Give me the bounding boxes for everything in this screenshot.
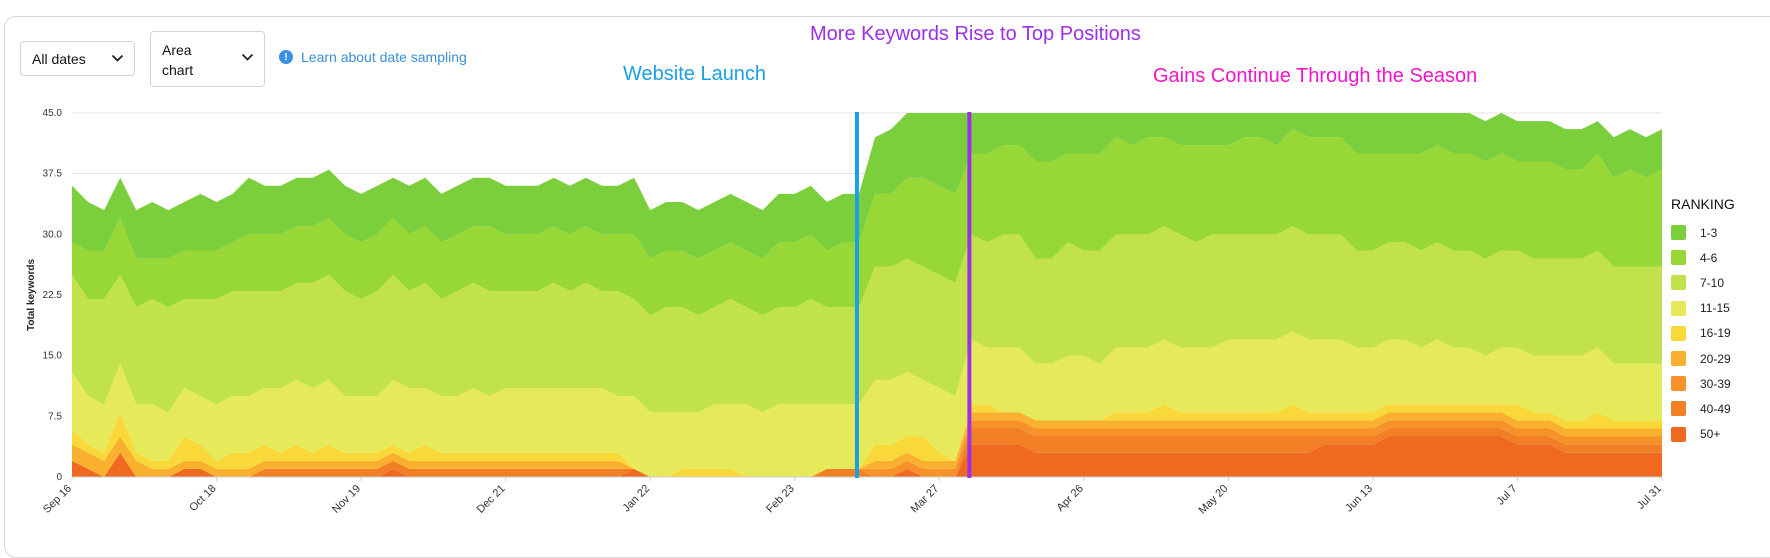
area-series-4-6 [72, 129, 1662, 316]
area-series-16-19 [72, 404, 1662, 477]
legend-title: RANKING [1671, 196, 1735, 212]
legend-label: 7-10 [1700, 275, 1725, 290]
date-range-dropdown[interactable]: All dates [20, 41, 135, 76]
x-tick-label: Nov 19 [330, 483, 363, 516]
x-tick-label: May 20 [1196, 483, 1230, 517]
x-tick-label: Dec 21 [475, 483, 508, 516]
legend-item[interactable]: 50+ [1671, 422, 1735, 447]
ranking-legend: RANKING 1-3 4-6 7-10 11-15 16-19 20-29 30-39 40… [1671, 196, 1735, 447]
chevron-down-icon [241, 53, 254, 61]
date-sampling-link[interactable]: ! Learn about date sampling [279, 49, 467, 65]
y-tick-label: 22.5 [43, 290, 63, 301]
x-tick-label: Feb 23 [764, 483, 797, 516]
legend-swatch [1671, 300, 1686, 316]
x-tick-label: Oct 18 [187, 483, 218, 514]
legend-label: 1-3 [1700, 225, 1718, 240]
legend-item[interactable]: 20-29 [1671, 346, 1735, 371]
legend-item[interactable]: 16-19 [1671, 321, 1735, 346]
legend-swatch [1671, 401, 1686, 417]
x-tick-label: Jun 13 [1343, 483, 1375, 515]
area-series-40-49 [72, 428, 1662, 477]
area-series-20-29 [72, 412, 1662, 477]
legend-item[interactable]: 7-10 [1671, 270, 1735, 295]
legend-item[interactable]: 40-49 [1671, 396, 1735, 421]
area-series-7-10 [72, 226, 1662, 413]
x-tick-label: Jul 7 [1495, 483, 1520, 508]
legend-swatch [1671, 325, 1686, 341]
legend-label: 4-6 [1700, 250, 1718, 265]
x-tick-label: Jul 31 [1635, 483, 1664, 512]
annotation-gains: Gains Continue Through the Season [1153, 65, 1478, 87]
chart-type-label: Area chart [162, 42, 194, 78]
y-axis-label: Total keywords [26, 259, 37, 331]
area-series-1-3 [72, 113, 1662, 259]
legend-label: 20-29 [1700, 351, 1731, 366]
legend-label: 40-49 [1700, 401, 1731, 416]
date-range-label: All dates [32, 51, 86, 67]
y-tick-label: 45.0 [43, 108, 63, 119]
legend-label: 30-39 [1700, 376, 1731, 391]
legend-swatch [1671, 351, 1686, 367]
legend-item[interactable]: 4-6 [1671, 245, 1735, 270]
chart-type-dropdown[interactable]: Area chart [150, 31, 265, 87]
annotation-website-launch: Website Launch [623, 63, 767, 85]
area-series-11-15 [72, 331, 1662, 477]
legend-item[interactable]: 11-15 [1671, 296, 1735, 321]
annotation-top-positions: More Keywords Rise to Top Positions [810, 23, 1141, 45]
chevron-down-icon [111, 54, 124, 62]
y-tick-label: 37.5 [43, 169, 63, 180]
legend-label: 16-19 [1700, 326, 1731, 341]
legend-item[interactable]: 1-3 [1671, 220, 1735, 245]
legend-swatch [1671, 275, 1686, 291]
legend-label: 11-15 [1700, 301, 1730, 316]
legend-label: 50+ [1700, 427, 1721, 442]
y-tick-label: 15.0 [43, 351, 63, 362]
legend-swatch [1671, 250, 1686, 266]
date-sampling-link-label: Learn about date sampling [301, 49, 467, 65]
x-tick-label: Apr 26 [1055, 483, 1086, 514]
x-tick-label: Jan 22 [620, 483, 652, 515]
x-tick-label: Mar 27 [909, 483, 942, 516]
y-tick-label: 30.0 [43, 229, 63, 240]
area-series-30-39 [72, 420, 1662, 477]
area-series-50+ [72, 436, 1662, 477]
y-tick-label: 7.5 [48, 411, 62, 422]
legend-item[interactable]: 30-39 [1671, 371, 1735, 396]
legend-swatch [1671, 225, 1686, 241]
info-icon: ! [279, 50, 293, 64]
legend-swatch [1671, 376, 1686, 392]
legend-swatch [1671, 426, 1686, 442]
y-tick-label: 0 [56, 472, 62, 483]
x-tick-label: Sep 16 [41, 483, 74, 516]
